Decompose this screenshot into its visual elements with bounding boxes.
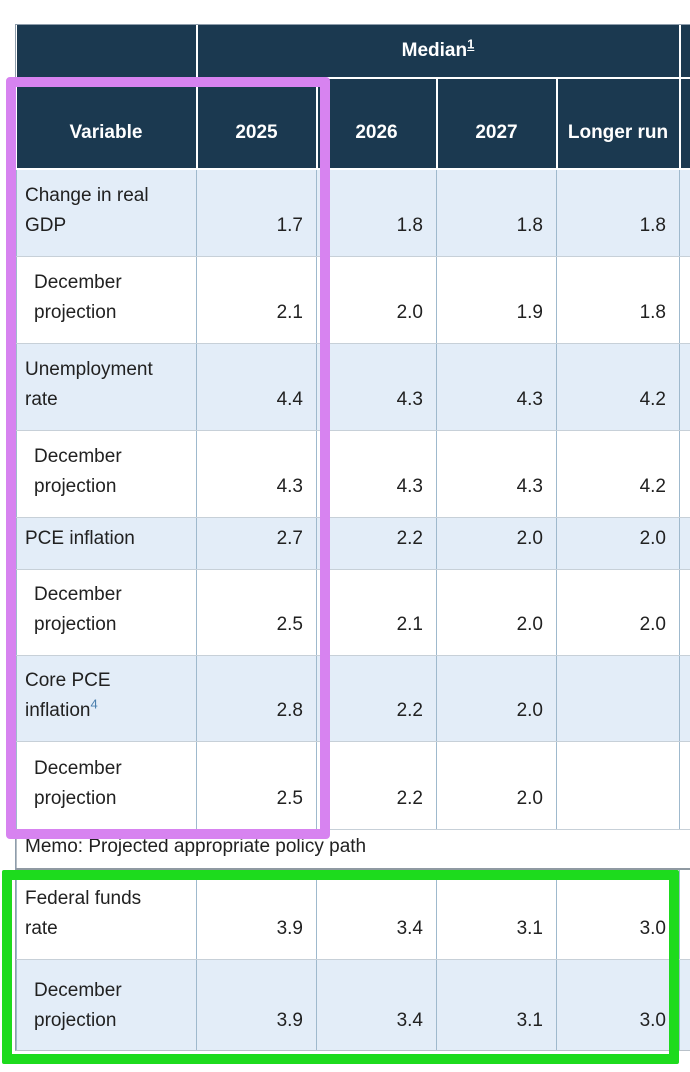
value-cell: 4.2: [556, 342, 680, 431]
clipped-cell: [679, 516, 690, 570]
row-label: December projection: [16, 255, 197, 344]
value-cell: 3.1: [436, 868, 557, 960]
table-row-core-pce-december: December projection 2.5 2.2 2.0: [16, 740, 690, 830]
memo-row-label: Memo: Projected appropriate policy path: [16, 828, 690, 870]
table-row-gdp: Change in real GDP 1.7 1.8 1.8 1.8: [16, 168, 690, 257]
value-cell: 3.0: [556, 868, 680, 960]
value-cell: 2.7: [196, 516, 317, 570]
column-header-2025: 2025: [195, 77, 318, 170]
clipped-cell: [679, 568, 690, 656]
value-cell: 4.2: [556, 429, 680, 518]
value-cell: 3.0: [556, 958, 680, 1050]
footnote-4-link[interactable]: 4: [90, 696, 98, 712]
value-cell: 2.5: [196, 568, 317, 656]
value-cell: 3.1: [436, 958, 557, 1050]
clipped-cell: [679, 429, 690, 518]
table-row-pce-inflation: PCE inflation 2.7 2.2 2.0 2.0: [16, 516, 690, 570]
corner-header-cell: [16, 25, 198, 79]
clipped-cell: [679, 868, 690, 960]
value-cell: 2.0: [556, 516, 680, 570]
value-cell: 2.0: [436, 516, 557, 570]
value-cell: 4.3: [316, 429, 437, 518]
row-label: Unemployment rate: [16, 342, 197, 431]
value-cell: 2.1: [316, 568, 437, 656]
value-cell: 2.0: [436, 568, 557, 656]
row-label: December projection: [16, 740, 197, 830]
memo-row: Memo: Projected appropriate policy path: [16, 828, 690, 870]
value-cell: 1.9: [436, 255, 557, 344]
table-row-core-pce: Core PCE inflation4 2.8 2.2 2.0: [16, 654, 690, 742]
clipped-cell: [679, 958, 690, 1050]
next-group-header-clipped: [678, 25, 690, 79]
value-cell: 3.9: [196, 958, 317, 1050]
value-cell: 3.4: [316, 958, 437, 1050]
clipped-cell: [679, 654, 690, 742]
row-label: PCE inflation: [16, 516, 197, 570]
projections-table-frame: Median1 Variable 2025 2026 2027 Longer r…: [15, 24, 690, 1051]
footnote-1-link[interactable]: 1: [467, 36, 475, 52]
value-cell: [556, 654, 680, 742]
value-cell: 4.3: [436, 342, 557, 431]
value-cell: 2.2: [316, 516, 437, 570]
clipped-cell: [679, 255, 690, 344]
median-group-header: Median1: [195, 25, 681, 79]
table-row-unemployment-december: December projection 4.3 4.3 4.3 4.2: [16, 429, 690, 518]
clipped-cell: [679, 740, 690, 830]
value-cell: 4.3: [316, 342, 437, 431]
median-label: Median: [401, 40, 468, 61]
table-row-gdp-december: December projection 2.1 2.0 1.9 1.8: [16, 255, 690, 344]
table-row-fed-funds: Federal funds rate 3.9 3.4 3.1 3.0: [16, 868, 690, 960]
value-cell: [556, 740, 680, 830]
value-cell: 2.0: [556, 568, 680, 656]
economic-projections-table: Median1 Variable 2025 2026 2027 Longer r…: [16, 25, 690, 1050]
value-cell: 3.9: [196, 868, 317, 960]
row-label: December projection: [16, 568, 197, 656]
core-pce-label: Core PCE inflation: [25, 669, 111, 722]
value-cell: 2.8: [196, 654, 317, 742]
column-header-longer-run: Longer run: [555, 77, 681, 170]
value-cell: 4.3: [436, 429, 557, 518]
table-row-fed-funds-december: December projection 3.9 3.4 3.1 3.0: [16, 958, 690, 1050]
column-header-clipped: [678, 77, 690, 170]
clipped-cell: [679, 342, 690, 431]
value-cell: 2.2: [316, 740, 437, 830]
value-cell: 1.8: [436, 168, 557, 257]
value-cell: 1.8: [556, 255, 680, 344]
column-header-variable: Variable: [16, 77, 198, 170]
value-cell: 2.0: [316, 255, 437, 344]
clipped-cell: [679, 168, 690, 257]
value-cell: 3.4: [316, 868, 437, 960]
table-row-unemployment: Unemployment rate 4.4 4.3 4.3 4.2: [16, 342, 690, 431]
value-cell: 2.1: [196, 255, 317, 344]
row-label: December projection: [16, 958, 197, 1050]
group-header-row: Median1: [16, 25, 690, 79]
row-label: Federal funds rate: [16, 868, 197, 960]
row-label: December projection: [16, 429, 197, 518]
column-header-2026: 2026: [315, 77, 438, 170]
value-cell: 2.5: [196, 740, 317, 830]
value-cell: 4.4: [196, 342, 317, 431]
value-cell: 2.2: [316, 654, 437, 742]
value-cell: 2.0: [436, 740, 557, 830]
table-row-pce-december: December projection 2.5 2.1 2.0 2.0: [16, 568, 690, 656]
row-label: Change in real GDP: [16, 168, 197, 257]
value-cell: 4.3: [196, 429, 317, 518]
column-header-row: Variable 2025 2026 2027 Longer run: [16, 77, 690, 170]
row-label: Core PCE inflation4: [16, 654, 197, 742]
value-cell: 1.8: [556, 168, 680, 257]
column-header-2027: 2027: [435, 77, 558, 170]
value-cell: 1.7: [196, 168, 317, 257]
value-cell: 1.8: [316, 168, 437, 257]
value-cell: 2.0: [436, 654, 557, 742]
